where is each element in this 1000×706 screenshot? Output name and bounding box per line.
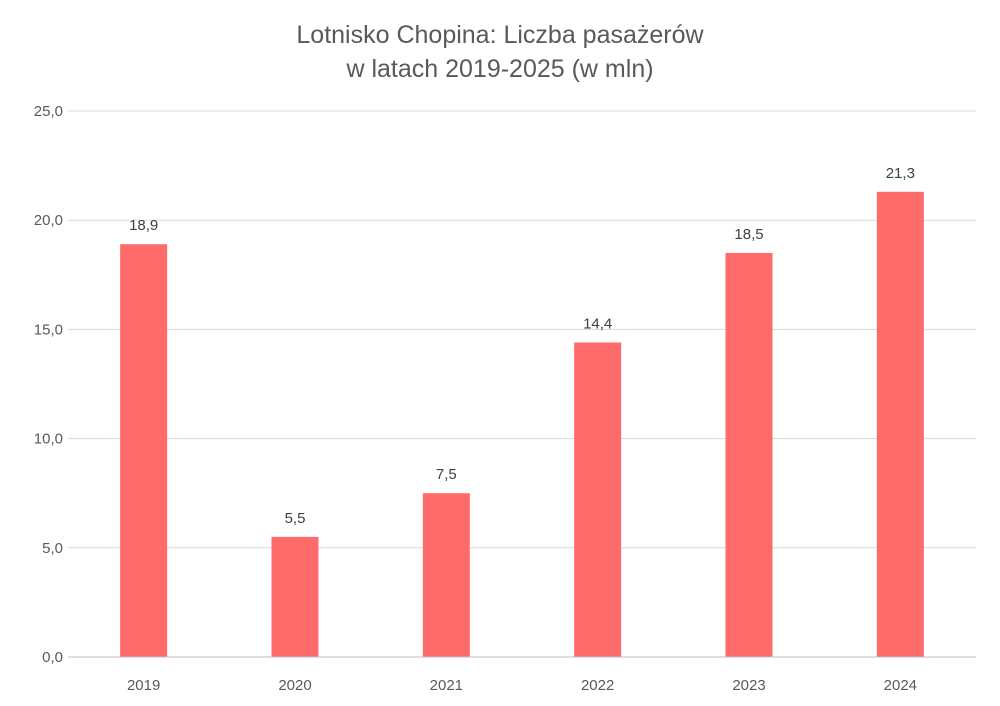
x-tick-label-2024: 2024 xyxy=(884,677,917,694)
y-tick-label: 20,0 xyxy=(34,212,63,229)
y-tick-label: 10,0 xyxy=(34,431,63,448)
gridlines xyxy=(68,110,976,549)
x-tick-label-2021: 2021 xyxy=(430,677,463,694)
y-tick-label: 5,0 xyxy=(42,540,63,557)
chart-title-block: Lotnisko Chopina: Liczba pasażerów w lat… xyxy=(0,18,1000,86)
y-axis-tick-labels: 0,0 5,0 10,0 15,0 20,0 25,0 xyxy=(34,103,63,666)
y-tick-label: 25,0 xyxy=(34,103,63,120)
data-label-2019: 18,9 xyxy=(129,217,158,234)
x-tick-label-2020: 2020 xyxy=(278,677,311,694)
data-label-2022: 14,4 xyxy=(583,316,612,333)
data-labels: 18,9 5,5 7,5 14,4 18,5 21,3 xyxy=(129,165,915,527)
x-tick-label-2019: 2019 xyxy=(127,677,160,694)
bar-2019 xyxy=(120,244,168,657)
data-label-2021: 7,5 xyxy=(436,466,457,483)
x-tick-label-2022: 2022 xyxy=(581,677,614,694)
chart-subtitle: w latach 2019-2025 (w mln) xyxy=(346,55,654,83)
data-label-2020: 5,5 xyxy=(285,510,306,527)
y-tick-label: 0,0 xyxy=(42,649,63,666)
bar-2020 xyxy=(271,536,319,657)
chart-title: Lotnisko Chopina: Liczba pasażerów xyxy=(296,21,704,49)
x-axis-tick-labels: 2019 2020 2021 2022 2023 2024 xyxy=(127,677,917,694)
bar-2023 xyxy=(725,252,773,657)
bar-2024 xyxy=(876,191,924,658)
bar-2022 xyxy=(574,342,622,657)
data-label-2023: 18,5 xyxy=(734,226,763,243)
y-tick-label: 15,0 xyxy=(34,321,63,338)
x-tick-label-2023: 2023 xyxy=(732,677,765,694)
data-label-2024: 21,3 xyxy=(886,165,915,182)
bar-2021 xyxy=(422,493,470,657)
bars xyxy=(120,191,924,658)
